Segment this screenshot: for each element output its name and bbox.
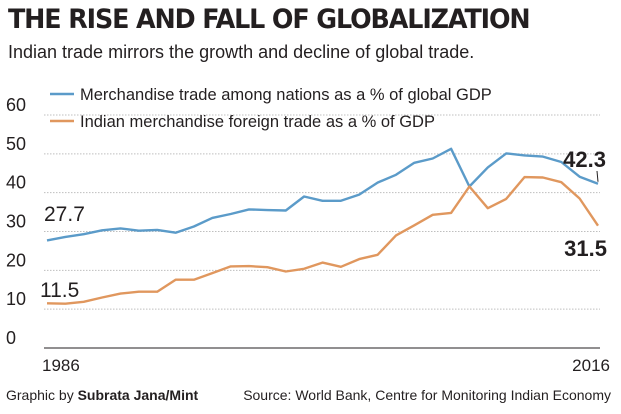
annotation-leader bbox=[596, 170, 599, 182]
global-trade-line bbox=[46, 147, 599, 242]
chart-subtitle: Indian trade mirrors the growth and decl… bbox=[8, 42, 475, 62]
y-tick-label: 60 bbox=[6, 95, 26, 115]
source-note: Source: World Bank, Centre for Monitorin… bbox=[243, 387, 611, 403]
legend-label: Merchandise trade among nations as a % o… bbox=[80, 86, 492, 104]
y-tick-label: 0 bbox=[6, 328, 16, 348]
india-trade-line bbox=[46, 175, 599, 305]
graphic-credit: Graphic by Subrata Jana/Mint bbox=[6, 387, 198, 403]
credit-author: Subrata Jana/Mint bbox=[77, 387, 199, 403]
y-tick-label: 20 bbox=[6, 250, 26, 270]
data-label-end-global: 42.3 bbox=[563, 147, 606, 172]
chart-title: THE RISE AND FALL OF GLOBALIZATION bbox=[8, 4, 531, 35]
x-tick-label: 1986 bbox=[42, 356, 80, 375]
x-tick-label: 2016 bbox=[572, 356, 610, 375]
y-tick-label: 30 bbox=[6, 212, 26, 232]
data-label-start-global: 27.7 bbox=[44, 203, 85, 226]
legend-label: Indian merchandise foreign trade as a % … bbox=[80, 113, 435, 131]
y-tick-label: 10 bbox=[6, 289, 26, 309]
data-label-end-india: 31.5 bbox=[564, 236, 607, 261]
credit-prefix: Graphic by bbox=[6, 387, 78, 403]
y-tick-label: 40 bbox=[6, 173, 26, 193]
data-label-start-india: 11.5 bbox=[40, 279, 79, 302]
y-tick-label: 50 bbox=[6, 134, 26, 154]
